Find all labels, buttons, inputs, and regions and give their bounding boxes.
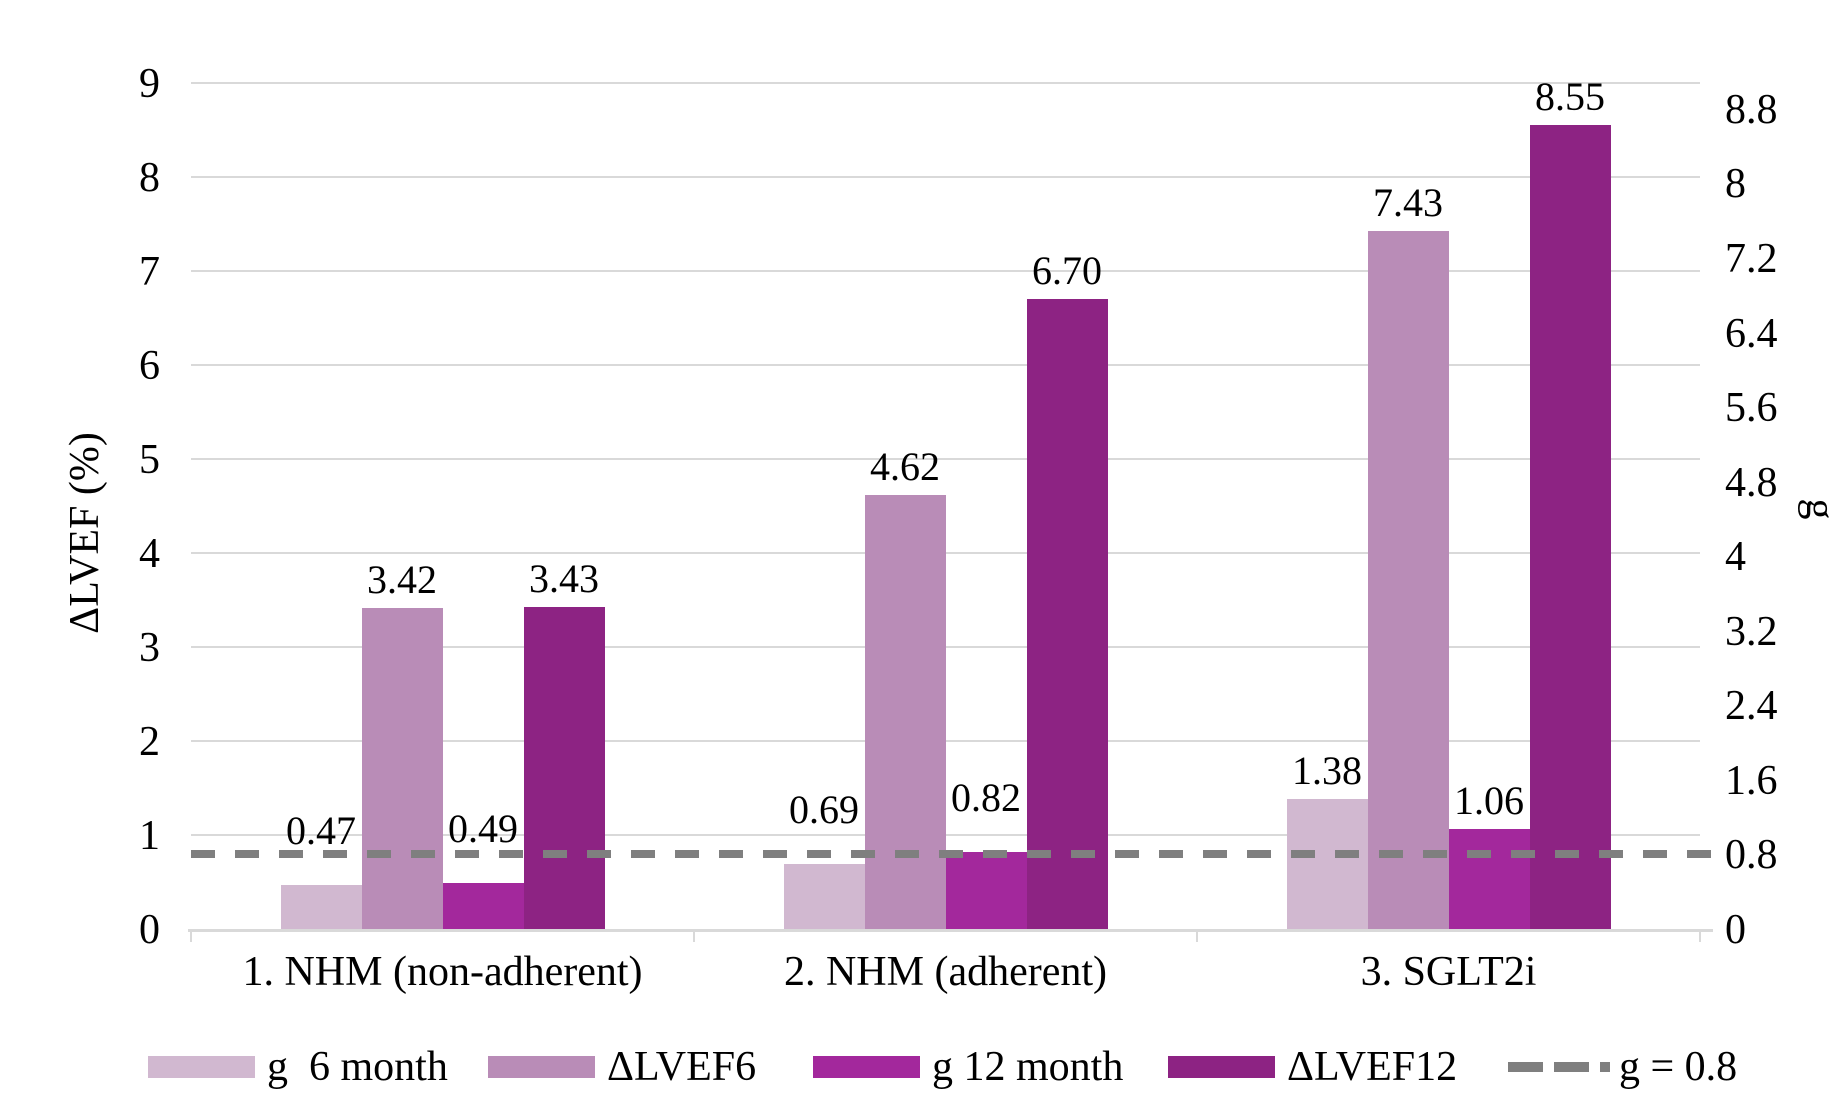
x-axis-tick [190, 929, 192, 942]
bar [523, 607, 605, 929]
legend-label: g = 0.8 [1619, 1044, 1738, 1090]
right-axis-tick-label: 4 [1725, 534, 1746, 581]
legend-swatch [488, 1056, 595, 1078]
gridline [191, 834, 1700, 836]
bar [783, 864, 865, 929]
bar [945, 852, 1027, 929]
left-axis-tick-label: 1 [139, 813, 160, 859]
right-axis-tick-label: 4.8 [1725, 459, 1778, 506]
left-axis-tick-label: 4 [139, 531, 160, 577]
bar-value-label: 4.62 [870, 444, 940, 489]
right-axis-tick-label: 3.2 [1725, 608, 1778, 655]
left-axis-tick-label: 9 [139, 61, 160, 107]
legend-label: g 12 month [932, 1044, 1124, 1090]
legend-swatch [1168, 1056, 1275, 1078]
x-axis-line [188, 929, 1713, 932]
legend-label: g 6 month [267, 1044, 448, 1090]
x-axis-tick [1196, 929, 1198, 942]
legend-swatch [148, 1056, 255, 1078]
gridline [191, 270, 1700, 272]
legend-swatch [813, 1056, 920, 1078]
gridline [191, 176, 1700, 178]
bar-value-label: 0.49 [448, 806, 518, 851]
left-axis-tick-label: 7 [139, 249, 160, 295]
bar-value-label: 1.06 [1454, 778, 1524, 823]
bar-value-label: 0.69 [789, 787, 859, 832]
bar [1026, 299, 1108, 929]
bar [1367, 231, 1449, 929]
bar-value-label: 6.70 [1032, 248, 1102, 293]
x-axis-tick [1699, 929, 1701, 942]
bar [864, 495, 946, 929]
x-axis-tick [693, 929, 695, 942]
bar [361, 608, 443, 929]
bar-value-label: 1.38 [1292, 748, 1362, 793]
gridline [191, 740, 1700, 742]
right-axis-tick-label: 7.2 [1725, 235, 1778, 282]
category-label: 3. SGLT2i [1360, 949, 1537, 995]
legend-dash-swatch [1508, 1062, 1610, 1072]
left-axis-tick-label: 3 [139, 625, 160, 671]
category-label: 1. NHM (non-adherent) [242, 949, 643, 995]
right-axis-tick-label: 0 [1725, 907, 1746, 953]
right-axis-tick-label: 1.6 [1725, 757, 1778, 804]
bar [1448, 829, 1530, 929]
left-axis-tick-label: 8 [139, 155, 160, 201]
gridline [191, 82, 1700, 84]
bar-value-label: 0.82 [951, 775, 1021, 820]
bar [442, 883, 524, 929]
right-axis-tick-label: 2.4 [1725, 683, 1778, 730]
left-axis-tick-label: 6 [139, 343, 160, 389]
right-axis-tick-label: 0.8 [1725, 832, 1778, 879]
bar [1529, 125, 1611, 929]
bar-value-label: 0.47 [286, 808, 356, 853]
category-label: 2. NHM (adherent) [783, 949, 1108, 995]
right-axis-tick-label: 5.6 [1725, 385, 1778, 432]
bar-value-label: 8.55 [1535, 74, 1605, 119]
bar-value-label: 3.42 [367, 557, 437, 602]
gridline [191, 458, 1700, 460]
gridline [191, 364, 1700, 366]
gridline [191, 552, 1700, 554]
right-axis-tick-label: 8.8 [1725, 86, 1778, 133]
right-axis-tick-label: 6.4 [1725, 310, 1778, 357]
right-axis-tick-label: 8 [1725, 161, 1746, 208]
legend-label: ΔLVEF12 [1287, 1044, 1458, 1090]
bar-value-label: 3.43 [529, 556, 599, 601]
left-axis-tick-label: 0 [139, 907, 160, 953]
bar [1286, 799, 1368, 929]
left-axis-tick-label: 5 [139, 437, 160, 483]
bar-value-label: 7.43 [1373, 180, 1443, 225]
right-axis-title: g [1797, 449, 1838, 569]
legend-label: ΔLVEF6 [607, 1044, 757, 1090]
left-axis-tick-label: 2 [139, 719, 160, 765]
gridline [191, 646, 1700, 648]
bar [280, 885, 362, 929]
